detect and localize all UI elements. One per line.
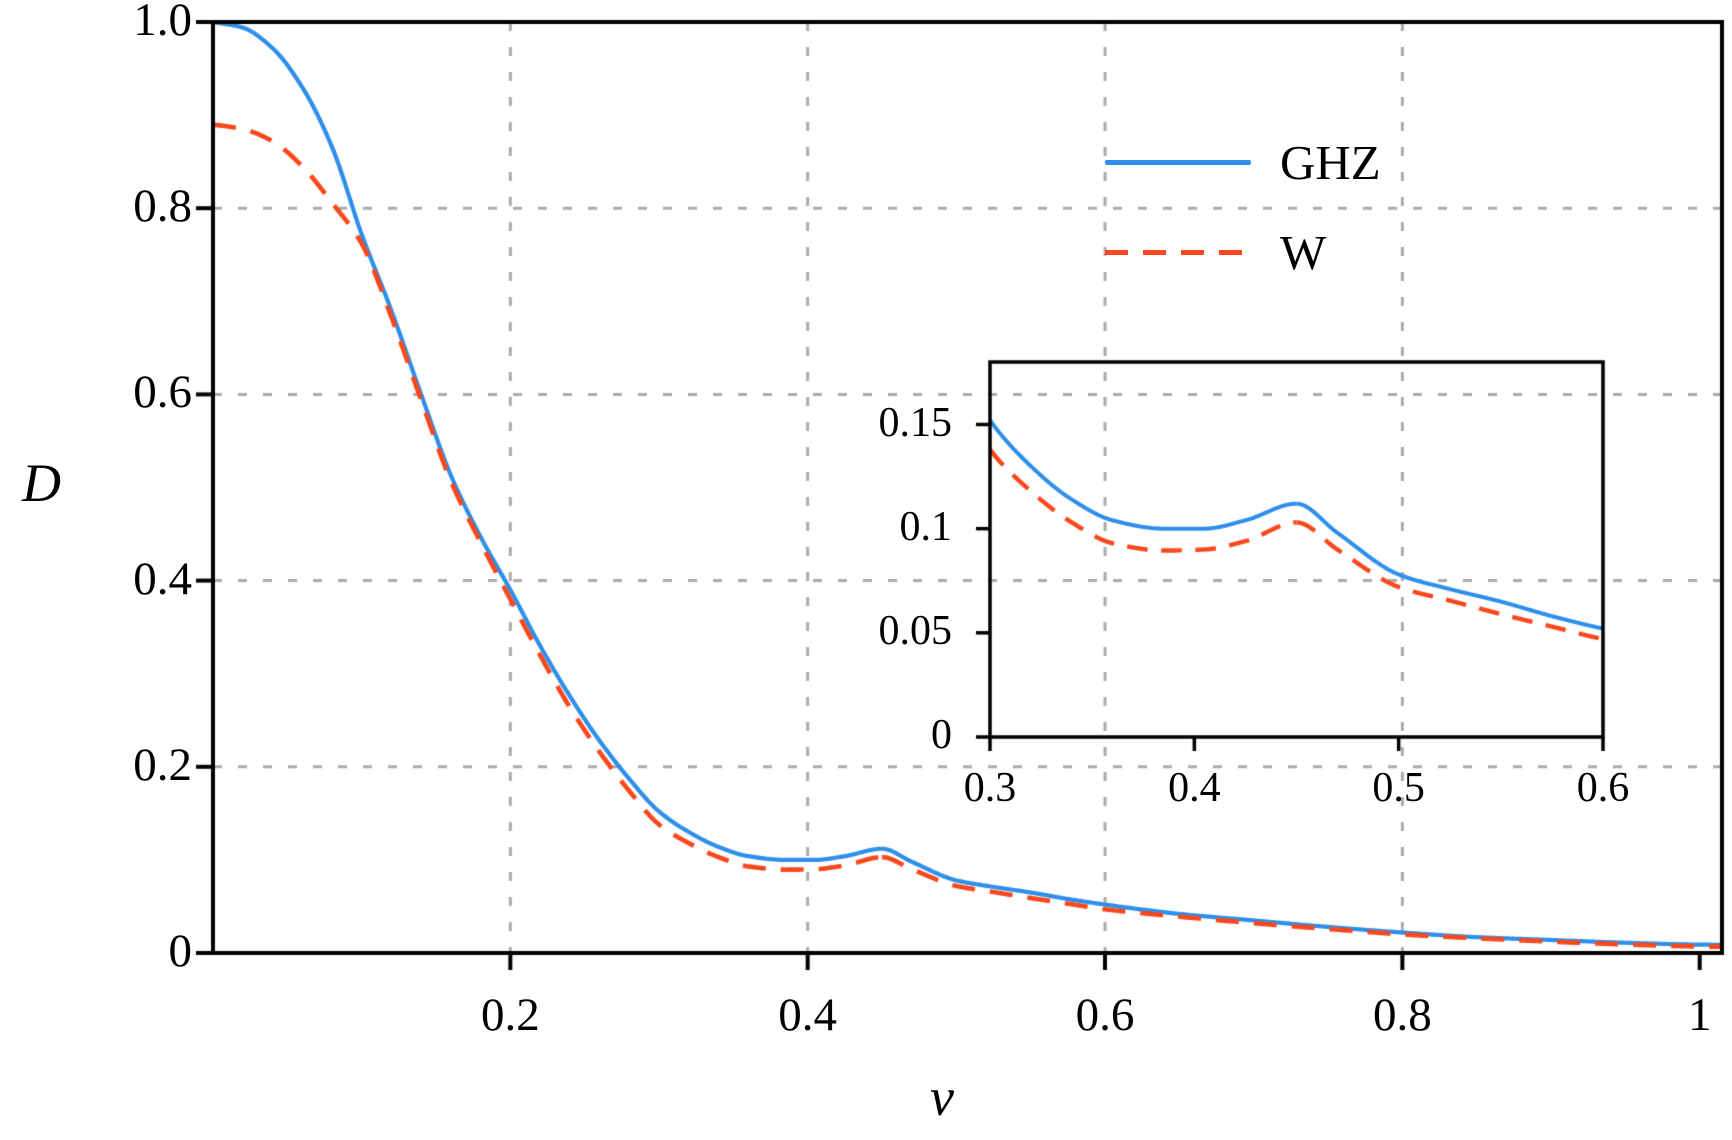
x-tick-label: 0.6 xyxy=(1075,989,1135,1041)
inset-y-tick-label: 0.15 xyxy=(878,399,953,446)
w-line-swatch xyxy=(1105,250,1255,255)
inset-x-tick-label: 0.3 xyxy=(963,765,1017,811)
legend-label-ghz: GHZ xyxy=(1280,135,1381,190)
y-tick-label: 0.2 xyxy=(133,738,192,791)
inset-x-tick-label: 0.4 xyxy=(1168,765,1221,811)
inset-x-tick-label: 0.5 xyxy=(1372,765,1425,811)
inset-y-tick-label: 0.05 xyxy=(878,607,953,654)
y-tick-label: 0.8 xyxy=(133,180,192,233)
x-tick-label: 0.8 xyxy=(1372,989,1432,1041)
y-axis-label: D xyxy=(22,453,61,513)
ghz-line-swatch xyxy=(1105,160,1251,165)
legend-label-w: W xyxy=(1280,225,1327,280)
inset-x-tick-label: 0.6 xyxy=(1576,765,1630,811)
y-tick-label: 0.4 xyxy=(133,552,192,605)
y-tick-label: 0 xyxy=(168,925,193,977)
x-tick-label: 1 xyxy=(1687,989,1712,1041)
x-tick-label: 0.2 xyxy=(480,989,540,1041)
inset-y-tick-label: 0 xyxy=(931,712,952,758)
x-tick-label: 0.4 xyxy=(778,989,838,1041)
inset-y-tick-label: 0.1 xyxy=(899,503,953,550)
y-tick-label: 1.0 xyxy=(133,0,192,46)
y-tick-label: 0.6 xyxy=(133,366,192,419)
x-axis-label: v xyxy=(930,1067,954,1127)
